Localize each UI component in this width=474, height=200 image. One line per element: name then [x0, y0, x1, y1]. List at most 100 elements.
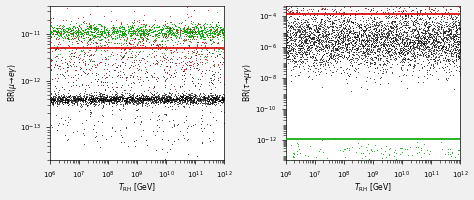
Point — [409, 53, 416, 56]
Point — [430, 57, 438, 60]
Point — [100, 100, 108, 103]
Point — [155, 99, 162, 102]
Point — [297, 46, 305, 49]
Point — [100, 98, 107, 102]
Point — [204, 99, 211, 102]
Point — [290, 50, 297, 53]
Point — [148, 105, 156, 108]
Point — [57, 27, 65, 30]
Point — [300, 33, 308, 36]
Point — [427, 7, 435, 11]
Point — [98, 98, 106, 101]
Point — [181, 55, 188, 58]
Point — [385, 14, 392, 17]
Point — [206, 91, 214, 95]
Point — [193, 98, 201, 101]
Point — [345, 53, 353, 57]
Point — [299, 52, 306, 55]
Point — [440, 42, 447, 45]
Point — [201, 31, 209, 35]
Point — [349, 39, 356, 43]
Point — [337, 45, 344, 48]
Point — [111, 96, 118, 99]
Point — [178, 98, 186, 101]
Point — [176, 33, 184, 37]
Point — [125, 98, 133, 101]
Point — [362, 35, 370, 39]
Point — [185, 59, 193, 63]
Point — [398, 50, 406, 53]
Point — [205, 34, 213, 37]
Point — [215, 97, 223, 100]
Point — [345, 17, 353, 20]
Point — [206, 33, 213, 36]
Point — [376, 57, 384, 60]
Point — [220, 27, 228, 30]
Point — [210, 40, 218, 43]
Point — [197, 58, 204, 61]
Point — [383, 44, 391, 48]
Point — [187, 97, 194, 100]
Point — [71, 98, 78, 102]
Point — [108, 98, 115, 101]
Point — [374, 45, 382, 48]
Point — [402, 74, 410, 77]
Point — [427, 52, 435, 55]
Point — [97, 95, 104, 98]
Point — [397, 22, 404, 25]
Point — [428, 40, 436, 44]
Point — [185, 44, 193, 47]
Point — [364, 44, 372, 48]
Point — [404, 29, 412, 32]
Point — [430, 32, 438, 35]
Point — [146, 25, 153, 28]
Point — [387, 31, 394, 34]
Point — [342, 15, 349, 18]
Point — [293, 53, 301, 56]
Point — [362, 50, 370, 53]
Point — [121, 97, 128, 100]
Point — [343, 28, 351, 31]
Point — [128, 95, 135, 99]
Point — [417, 40, 425, 44]
Point — [53, 36, 61, 39]
Point — [393, 3, 401, 6]
Point — [173, 98, 181, 101]
Point — [66, 32, 74, 35]
Point — [357, 28, 365, 31]
Point — [62, 100, 69, 103]
Point — [90, 22, 97, 25]
Point — [376, 19, 384, 22]
Point — [375, 47, 383, 50]
Point — [123, 102, 130, 106]
Point — [388, 53, 395, 57]
Point — [69, 63, 76, 66]
Point — [337, 43, 344, 46]
Point — [315, 24, 323, 27]
Point — [198, 47, 206, 50]
Point — [177, 85, 184, 88]
Point — [286, 38, 294, 42]
Point — [152, 36, 160, 39]
Point — [316, 47, 323, 51]
Point — [183, 98, 191, 101]
Point — [176, 32, 184, 35]
Point — [144, 32, 152, 35]
Point — [358, 38, 366, 42]
Point — [353, 48, 360, 51]
Point — [133, 98, 141, 102]
Point — [93, 34, 100, 37]
Point — [89, 99, 96, 102]
Point — [352, 36, 359, 40]
Point — [111, 69, 118, 72]
Point — [216, 35, 224, 38]
Point — [51, 97, 58, 100]
Point — [122, 32, 129, 35]
Point — [371, 17, 378, 21]
Point — [80, 131, 87, 135]
Point — [96, 90, 103, 93]
Point — [295, 42, 302, 46]
Point — [139, 97, 147, 100]
Point — [59, 97, 66, 100]
Point — [389, 36, 397, 39]
